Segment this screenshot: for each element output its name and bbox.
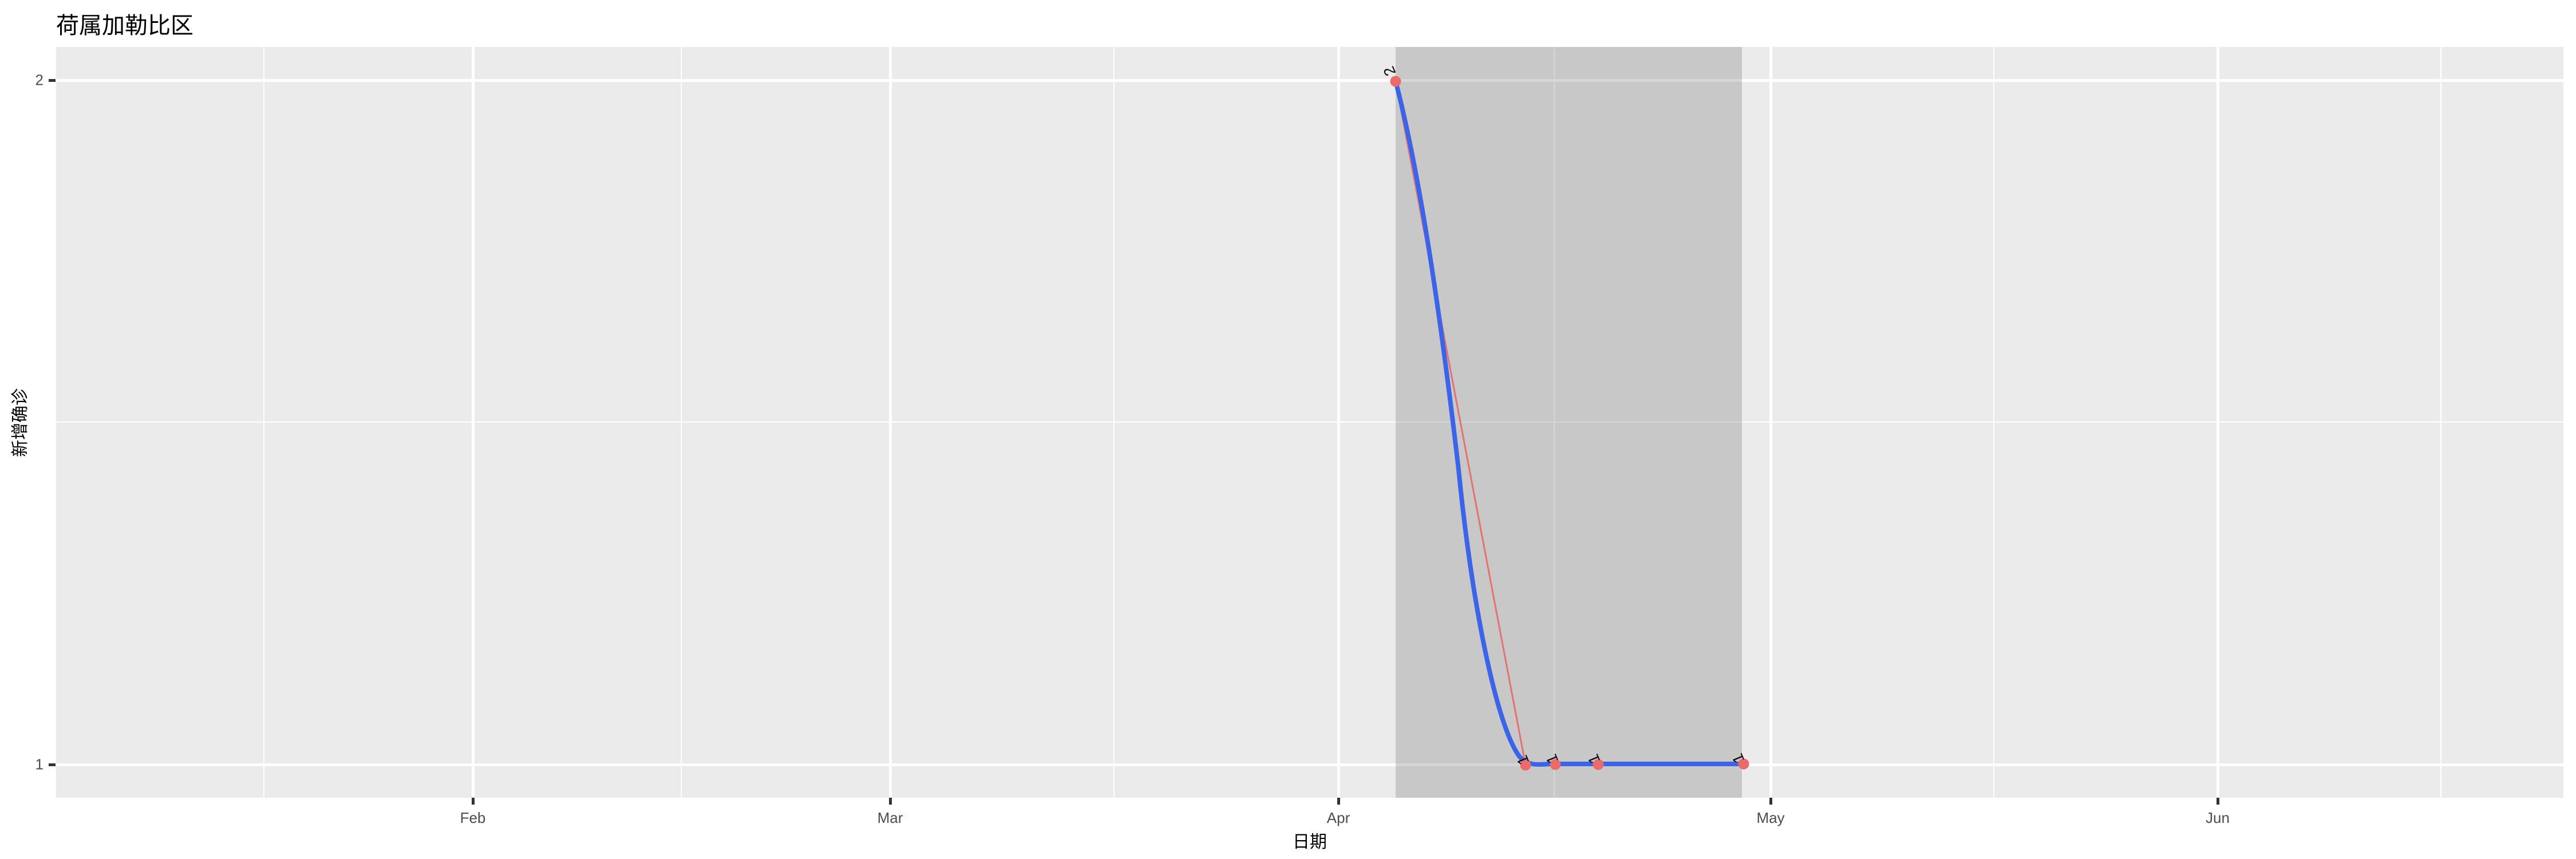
y-tick-label: 1 [35, 755, 44, 773]
chart-title: 荷属加勒比区 [56, 13, 193, 38]
gridline-h-minor [56, 421, 2563, 423]
data-point [1738, 758, 1749, 770]
gridline-v-major [889, 47, 892, 798]
data-point [1520, 759, 1531, 771]
x-tick-label: Mar [877, 809, 903, 826]
y-tick-mark [49, 763, 56, 766]
x-tick-mark [1769, 798, 1772, 805]
x-tick-mark [2217, 798, 2219, 805]
gridline-v-minor [263, 47, 264, 798]
x-tick-mark [472, 798, 475, 805]
x-tick-label: Jun [2206, 809, 2230, 826]
x-tick-mark [1337, 798, 1340, 805]
y-tick-mark [49, 79, 56, 82]
smooth-line [1393, 79, 1746, 767]
gridline-v-minor [1554, 47, 1555, 798]
gridline-v-major [472, 47, 475, 798]
x-axis-title: 日期 [1293, 833, 1327, 852]
x-tick-label: Feb [460, 809, 486, 826]
gridline-v-minor [681, 47, 682, 798]
gridline-v-minor [2440, 47, 2441, 798]
gridline-v-minor [1993, 47, 1994, 798]
gridline-h-major [56, 79, 2563, 82]
gridline-h-major [56, 763, 2563, 766]
x-tick-label: May [1756, 809, 1785, 826]
data-point [1593, 759, 1604, 770]
data-point [1390, 76, 1401, 87]
data-point [1550, 759, 1561, 770]
x-tick-label: Apr [1326, 809, 1350, 826]
gridline-v-minor [1113, 47, 1115, 798]
y-axis-title: 新增确诊 [11, 388, 30, 457]
y-tick-label: 2 [35, 71, 44, 89]
gridline-v-major [1337, 47, 1340, 798]
gridline-v-major [1769, 47, 1772, 798]
gridline-v-major [2217, 47, 2219, 798]
actual-line [1394, 80, 1745, 766]
chart-lines-svg [1390, 76, 1749, 771]
x-tick-mark [889, 798, 892, 805]
